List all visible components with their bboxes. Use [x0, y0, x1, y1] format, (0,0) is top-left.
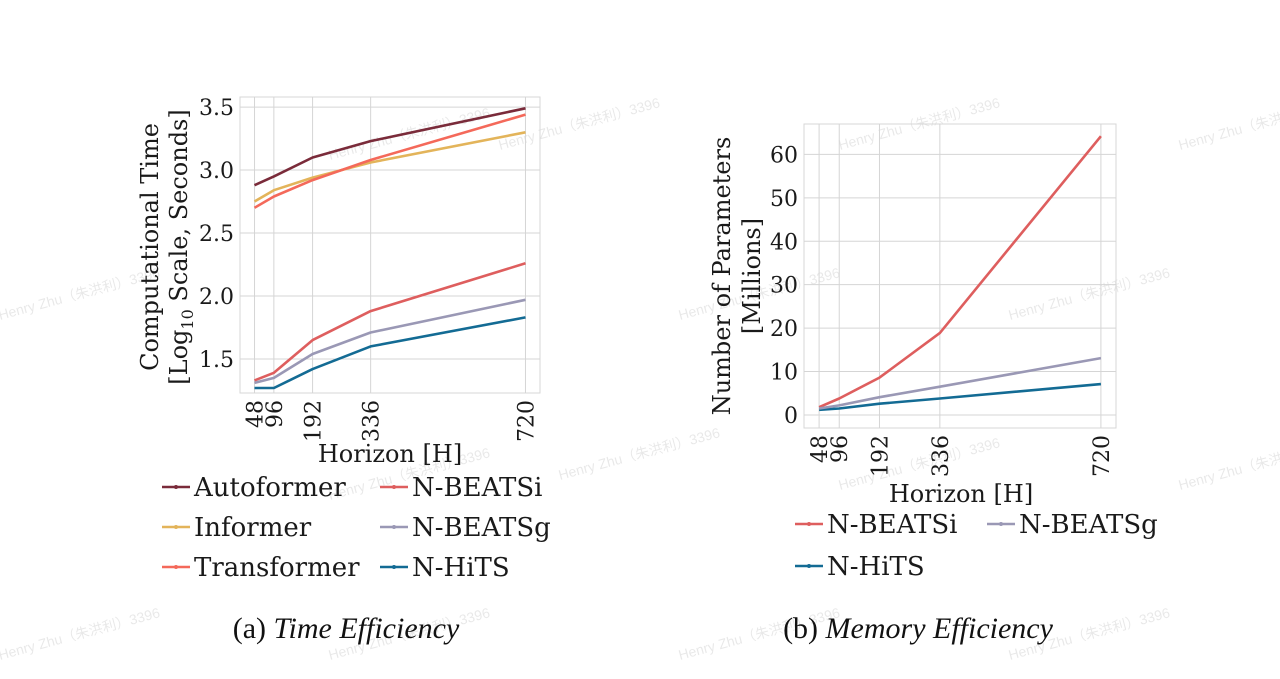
- memory-legend: N-BEATSi N-HiTS N-BEATSg: [795, 510, 1158, 582]
- memory-legend-item-n-hits: N-HiTS: [795, 552, 925, 582]
- time-line-n-beatsi: [254, 262, 526, 382]
- time-legend-marker: [174, 485, 178, 489]
- memory-line-n-beatsg: [818, 356, 1102, 410]
- time-legend-item-autoformer: Autoformer: [162, 473, 346, 503]
- time-y-ticks: 1.5 2.0 2.5 3.0 3.5: [199, 96, 234, 373]
- watermark-text: Henry Zhu（朱洪利）3396: [1177, 94, 1280, 153]
- time-legend-item-transformer: Transformer: [162, 553, 360, 583]
- time-line-autoformer: [253, 107, 526, 187]
- time-plot-frame: [239, 96, 541, 394]
- time-y-tick-label: 2.5: [199, 222, 234, 247]
- watermark-text: Henry Zhu（朱洪利）3396: [1177, 434, 1280, 493]
- time-x-tick-label: 96: [263, 400, 288, 428]
- time-y-axis-label-pre: [Log: [165, 330, 193, 385]
- memory-plot-frame: [803, 123, 1117, 429]
- memory-x-tick-label: 48: [808, 435, 833, 463]
- time-y-axis-label: Computational Time: [136, 123, 164, 371]
- memory-line-n-hits: [819, 382, 1102, 412]
- memory-x-tick-label: 192: [868, 435, 893, 477]
- memory-legend-marker: [807, 564, 811, 568]
- time-legend-item-n-beatsi: N-BEATSi: [380, 473, 542, 503]
- memory-grid: [803, 123, 1117, 429]
- time-y-tick-label: 3.0: [199, 159, 234, 184]
- time-y-tick-label: 1.5: [199, 348, 234, 373]
- memory-x-axis-label: Horizon [H]: [889, 480, 1033, 508]
- time-legend-label: N-BEATSg: [412, 513, 551, 543]
- memory-caption-prefix: (b): [783, 612, 818, 645]
- time-x-tick-label: 48: [244, 400, 269, 428]
- memory-y-tick-label: 10: [770, 361, 798, 386]
- time-caption: (a) Time Efficiency: [233, 612, 460, 645]
- memory-y-tick-label: 40: [770, 230, 798, 255]
- memory-legend-item-n-beatsi: N-BEATSi: [795, 510, 957, 540]
- time-line-informer: [253, 131, 526, 203]
- time-series-lines: [253, 107, 526, 390]
- time-line-n-beatsg: [254, 298, 526, 385]
- memory-y-axis-label-line2: [Millions]: [738, 218, 766, 334]
- time-y-axis-label-sub: 10: [178, 309, 197, 329]
- time-x-axis-label: Horizon [H]: [318, 440, 462, 468]
- memory-y-tick-label: 20: [770, 317, 798, 342]
- time-grid: [239, 96, 541, 394]
- memory-caption-title: Memory Efficiency: [825, 612, 1054, 645]
- time-legend: Autoformer Informer Transformer N-BEATSi N-B…: [162, 473, 551, 583]
- memory-series-lines: [818, 135, 1102, 412]
- memory-legend-label: N-HiTS: [827, 552, 925, 582]
- time-legend-label: Transformer: [194, 553, 360, 583]
- memory-caption: (b) Memory Efficiency: [783, 612, 1054, 645]
- time-legend-marker: [392, 525, 396, 529]
- time-legend-item-n-hits: N-HiTS: [380, 553, 510, 583]
- watermark-text: Henry Zhu（朱洪利）3396: [0, 604, 162, 663]
- watermark-text: Henry Zhu（朱洪利）3396: [497, 94, 662, 153]
- memory-legend-marker: [999, 522, 1003, 526]
- time-y-axis-label-post: Scale, Seconds]: [165, 109, 193, 309]
- time-y-axis-label-2: [Log10 Scale, Seconds]: [165, 109, 197, 384]
- time-legend-item-informer: Informer: [162, 513, 312, 543]
- time-y-tick-label: 2.0: [199, 285, 234, 310]
- time-caption-prefix: (a): [233, 612, 266, 645]
- time-legend-label: Informer: [194, 513, 312, 543]
- memory-y-ticks: 0 10 20 30 40 50 60: [770, 143, 798, 429]
- time-x-tick-label: 720: [514, 400, 539, 442]
- memory-line-n-beatsi: [818, 135, 1102, 409]
- time-legend-label: Autoformer: [193, 473, 346, 503]
- memory-x-tick-label: 720: [1090, 435, 1115, 477]
- memory-x-tick-label: 96: [828, 435, 853, 463]
- memory-x-tick-label: 336: [929, 435, 954, 477]
- memory-y-tick-label: 30: [770, 274, 798, 299]
- time-legend-label: N-HiTS: [412, 553, 510, 583]
- memory-legend-label: N-BEATSi: [827, 510, 957, 540]
- watermark-text: Henry Zhu（朱洪利）3396: [1007, 264, 1172, 323]
- time-y-axis-label-line1: Computational Time: [136, 123, 164, 371]
- time-line-transformer: [253, 113, 526, 209]
- memory-legend-marker: [807, 522, 811, 526]
- time-legend-marker: [174, 565, 178, 569]
- time-x-tick-label: 336: [360, 400, 385, 442]
- memory-y-tick-label: 50: [770, 187, 798, 212]
- time-legend-marker: [174, 525, 178, 529]
- memory-legend-label: N-BEATSg: [1019, 510, 1158, 540]
- time-caption-title: Time Efficiency: [274, 612, 460, 645]
- time-legend-label: N-BEATSi: [412, 473, 542, 503]
- time-legend-item-n-beatsg: N-BEATSg: [380, 513, 551, 543]
- memory-y-axis-label-line1: Number of Parameters: [708, 137, 736, 416]
- time-x-tick-label: 192: [302, 400, 327, 442]
- time-legend-marker: [392, 485, 396, 489]
- time-y-tick-label: 3.5: [199, 96, 234, 121]
- time-line-n-hits: [254, 316, 526, 390]
- memory-legend-item-n-beatsg: N-BEATSg: [987, 510, 1158, 540]
- watermark-text: Henry Zhu（朱洪利）3396: [557, 424, 722, 483]
- time-legend-marker: [392, 565, 396, 569]
- memory-y-tick-label: 60: [770, 143, 798, 168]
- memory-y-tick-label: 0: [784, 404, 798, 429]
